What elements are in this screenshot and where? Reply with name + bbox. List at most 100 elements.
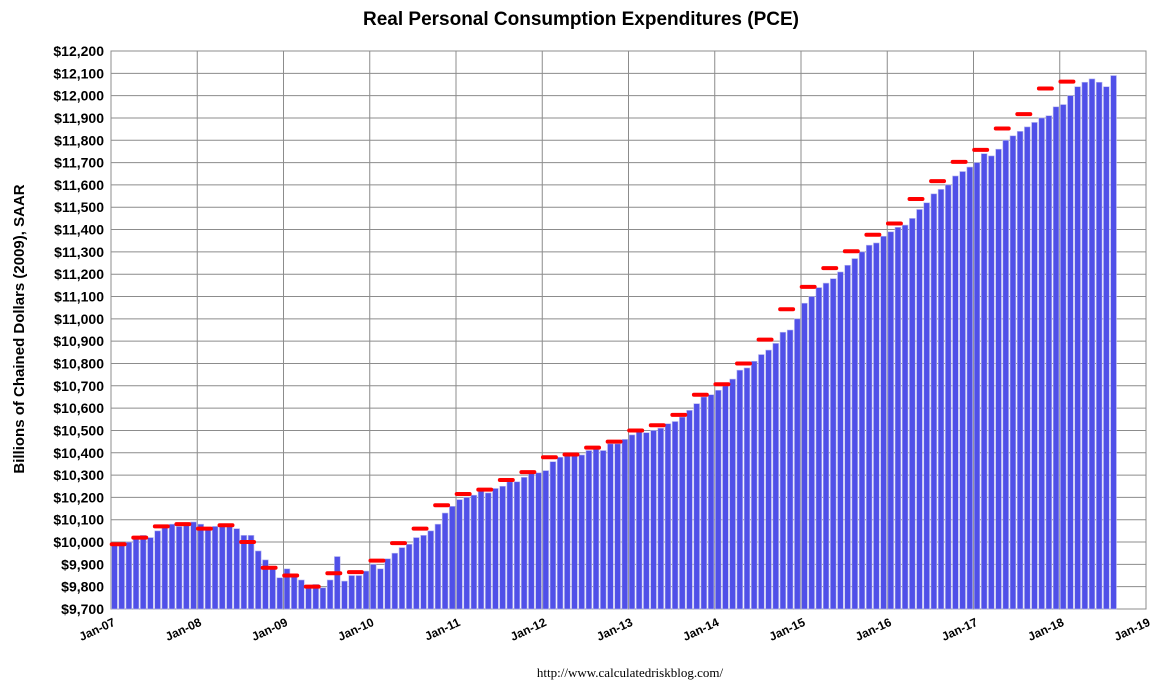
bar [614, 443, 621, 610]
bar [219, 523, 226, 610]
bar [449, 506, 456, 610]
bar [822, 282, 830, 610]
bar [140, 535, 147, 610]
bar [973, 162, 981, 610]
bar [592, 447, 600, 610]
bar [283, 568, 291, 610]
bar [413, 537, 420, 610]
bar [247, 535, 255, 610]
bar [125, 541, 133, 610]
bar [650, 430, 657, 610]
y-tick-label: $10,600 [53, 400, 104, 416]
bar [600, 450, 607, 610]
bar [175, 526, 183, 610]
bar [240, 535, 248, 610]
bar [556, 456, 564, 610]
y-tick-label: $10,700 [53, 378, 104, 394]
bar [341, 580, 348, 610]
bar [743, 367, 751, 610]
bar [865, 244, 873, 610]
bar [370, 564, 377, 610]
bar [255, 550, 262, 610]
bar [715, 389, 722, 610]
y-tick-label: $11,200 [54, 266, 104, 282]
bar [441, 512, 449, 610]
x-tick-label: Jan-10 [336, 615, 377, 644]
bar [420, 535, 427, 610]
bar [693, 403, 700, 610]
x-tick-label: Jan-18 [1026, 615, 1067, 644]
x-tick-label: Jan-11 [422, 615, 462, 644]
x-tick-label: Jan-13 [594, 615, 635, 644]
y-tick-label: $10,100 [53, 512, 104, 528]
bar [736, 369, 743, 610]
bar [937, 189, 945, 610]
bar [1045, 115, 1053, 610]
y-tick-label: $11,500 [54, 199, 104, 215]
y-tick-label: $10,800 [53, 355, 104, 371]
y-tick-label: $10,500 [53, 422, 104, 438]
y-axis-label: Billions of Chained Dollars (2009), SAAR [11, 184, 28, 473]
bar [1060, 104, 1067, 610]
chart-title: Real Personal Consumption Expenditures (… [363, 9, 799, 30]
bar [276, 577, 284, 610]
bar [952, 175, 959, 610]
y-tick-label: $10,900 [53, 333, 104, 349]
bar [564, 454, 571, 610]
bar [492, 488, 499, 610]
bar [995, 148, 1002, 610]
x-tick-label: Jan-12 [508, 615, 549, 644]
bar [1103, 86, 1110, 610]
x-tick-label: Jan-15 [767, 615, 808, 644]
bar [485, 492, 492, 610]
bar [305, 586, 312, 610]
bar [362, 570, 370, 610]
bar [571, 452, 578, 610]
bar [211, 526, 219, 610]
bar [290, 575, 298, 610]
bar [348, 575, 355, 610]
bar [858, 251, 866, 610]
bar [463, 497, 470, 610]
x-tick-label: Jan-16 [853, 615, 894, 644]
bar [1088, 78, 1096, 610]
y-tick-label: $12,000 [53, 88, 104, 104]
bar [391, 552, 399, 610]
bar [147, 537, 154, 610]
bar [1081, 81, 1088, 610]
bar [398, 547, 406, 610]
bar [700, 396, 708, 610]
bar [1009, 135, 1017, 610]
bar [707, 394, 715, 610]
bar [794, 318, 801, 610]
bar [873, 242, 880, 610]
bar [578, 454, 585, 610]
y-tick-label: $9,800 [61, 579, 104, 595]
bar [118, 545, 125, 610]
bar [132, 537, 140, 610]
bar [686, 410, 693, 610]
bar [959, 171, 966, 610]
bar [779, 331, 787, 610]
bar [456, 499, 463, 610]
x-tick-label: Jan-14 [681, 615, 722, 644]
y-tick-label: $11,900 [54, 110, 104, 126]
bar [772, 343, 779, 610]
bar [786, 329, 794, 610]
bar [319, 587, 327, 610]
bar [1031, 122, 1038, 610]
bar [1067, 95, 1074, 610]
bar [477, 490, 485, 610]
bar [161, 526, 169, 610]
bar [851, 258, 858, 610]
bar [945, 184, 952, 610]
bar [966, 166, 973, 610]
bar [729, 378, 736, 610]
y-tick-label: $10,000 [53, 534, 104, 550]
bar [334, 556, 341, 610]
y-tick-label: $11,100 [54, 289, 104, 305]
y-tick-label: $12,100 [53, 65, 104, 81]
y-tick-label: $10,300 [53, 467, 104, 483]
x-tick-label: Jan-19 [1112, 615, 1153, 644]
